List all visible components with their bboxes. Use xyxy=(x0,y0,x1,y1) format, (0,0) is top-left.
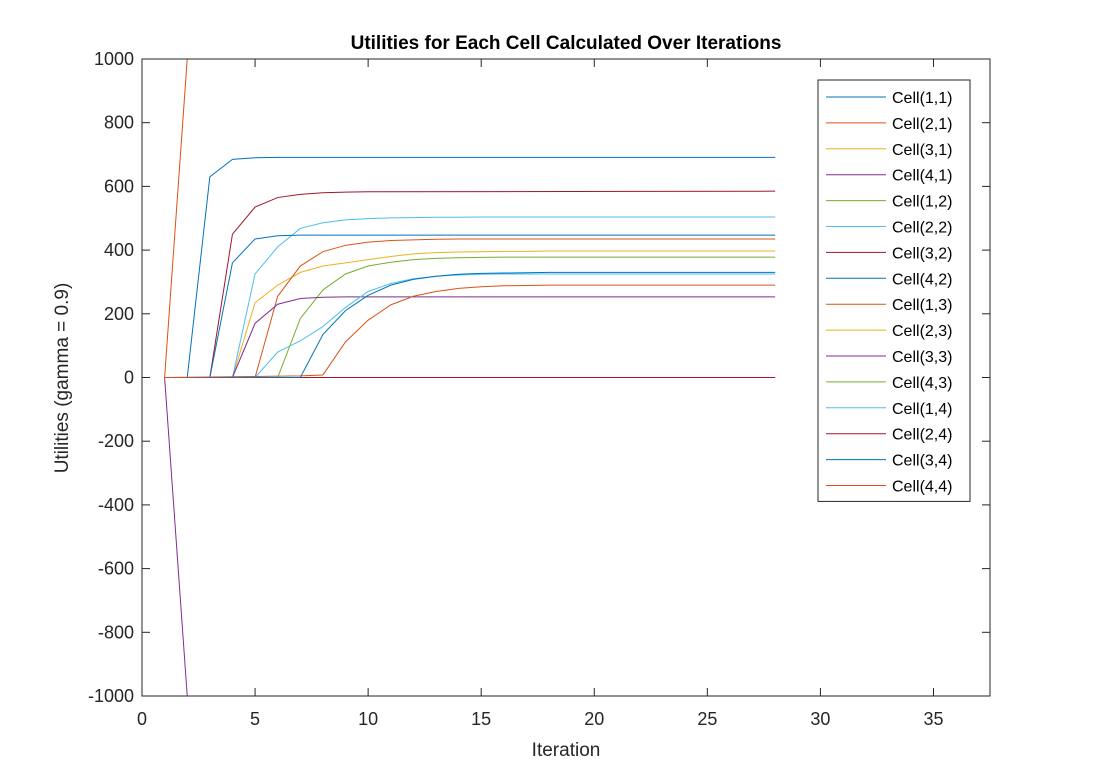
legend-label: Cell(2,4) xyxy=(892,427,952,444)
series-line-8 xyxy=(164,234,776,378)
x-tick-label: 25 xyxy=(697,709,717,729)
series-line-16 xyxy=(164,284,776,378)
y-tick-label: 0 xyxy=(124,368,134,388)
y-axis-label: Utilities (gamma = 0.9) xyxy=(52,283,73,474)
legend-label: Cell(1,1) xyxy=(892,90,952,107)
legend-label: Cell(4,3) xyxy=(892,375,952,392)
y-tick-label: 600 xyxy=(104,176,134,196)
series-line-1 xyxy=(164,156,776,378)
x-tick-label: 35 xyxy=(923,709,943,729)
legend-box xyxy=(817,79,971,502)
series-line-13 xyxy=(164,273,776,378)
series-line-15 xyxy=(164,271,776,378)
legend-label: Cell(3,4) xyxy=(892,453,952,470)
x-tick-label: 15 xyxy=(471,709,491,729)
x-tick-label: 20 xyxy=(584,709,604,729)
x-tick-label: 10 xyxy=(358,709,378,729)
y-tick-label: -600 xyxy=(98,559,134,579)
chart-title: Utilities for Each Cell Calculated Over … xyxy=(351,33,782,54)
legend-label: Cell(1,3) xyxy=(892,297,952,314)
x-tick-label: 0 xyxy=(137,709,147,729)
legend-label: Cell(4,1) xyxy=(892,168,952,185)
series-line-7 xyxy=(164,190,776,378)
legend: Cell(1,1) Cell(2,1) Cell(3,1) Cell(4,1) Cell… xyxy=(817,79,971,502)
legend-label: Cell(1,4) xyxy=(892,401,952,418)
y-tick-label: 800 xyxy=(104,113,134,133)
x-tick-label: 30 xyxy=(810,709,830,729)
legend-label: Cell(2,2) xyxy=(892,220,952,237)
series-line-3 xyxy=(164,250,776,378)
y-tick-label: -1000 xyxy=(88,686,134,706)
legend-label: Cell(4,4) xyxy=(892,479,952,496)
legend-label: Cell(2,3) xyxy=(892,323,952,340)
legend-label: Cell(3,3) xyxy=(892,349,952,366)
y-tick-label: 1000 xyxy=(94,49,134,69)
series-line-9 xyxy=(164,238,776,378)
y-tick-label: 200 xyxy=(104,304,134,324)
y-tick-label: 400 xyxy=(104,240,134,260)
tick-layer: 0 5 10 15 20 25 30 35 1000 800 600 400 200 0 -200 -400 -… xyxy=(88,49,990,729)
series-line-5 xyxy=(164,256,776,378)
legend-label: Cell(4,2) xyxy=(892,271,952,288)
legend-label: Cell(2,1) xyxy=(892,116,952,133)
legend-label: Cell(1,2) xyxy=(892,194,952,211)
y-tick-label: -400 xyxy=(98,495,134,515)
legend-label: Cell(3,2) xyxy=(892,245,952,262)
x-axis-label: Iteration xyxy=(532,740,601,761)
y-tick-label: -800 xyxy=(98,622,134,642)
x-tick-label: 5 xyxy=(250,709,260,729)
y-tick-label: -200 xyxy=(98,431,134,451)
legend-label: Cell(3,1) xyxy=(892,142,952,159)
series-line-6 xyxy=(164,216,776,378)
